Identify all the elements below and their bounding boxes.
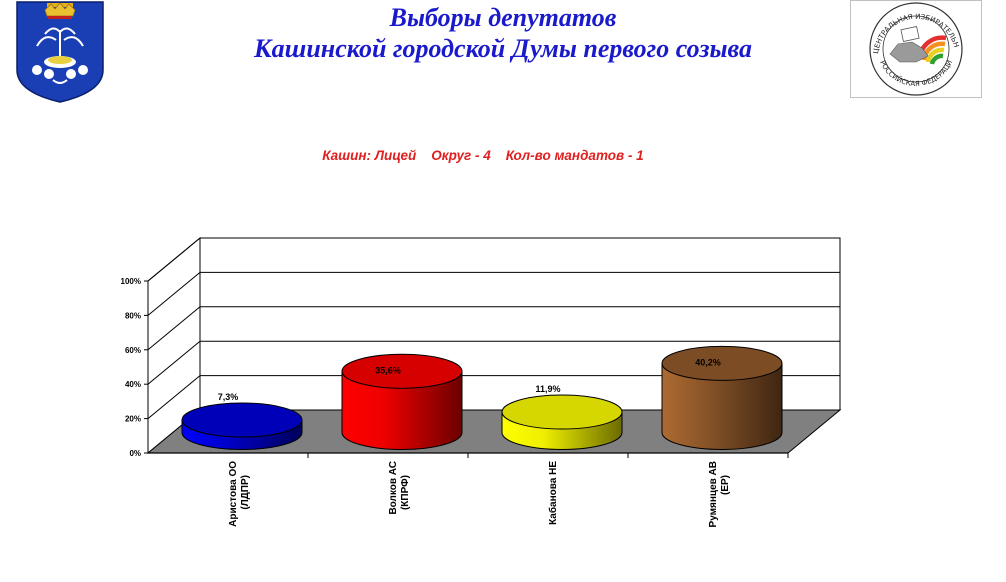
x-tick-label-line: (ЛДПР) xyxy=(240,475,251,510)
gridline xyxy=(147,340,201,385)
bar-1-body xyxy=(341,370,463,450)
x-tick-label-1: Волков АС(КПРФ) xyxy=(388,461,411,515)
y-tick-label: 100% xyxy=(121,277,141,286)
bar-3-value-label: 40,2% xyxy=(695,357,721,367)
y-tick-label: 80% xyxy=(125,311,141,320)
bar-0-value-label: 7,3% xyxy=(218,392,239,402)
y-tick-label: 40% xyxy=(125,380,141,389)
bar-1-value-label: 35,6% xyxy=(375,365,401,375)
bar-0-top xyxy=(181,402,303,438)
y-tick-label: 20% xyxy=(125,415,141,424)
x-tick-label-line: Кабанова НЕ xyxy=(547,461,559,525)
gridline xyxy=(147,375,201,419)
x-tick-label-line: Волков АС xyxy=(388,461,399,515)
y-tick-label: 60% xyxy=(125,346,141,355)
x-tick-label-line: (КПРФ) xyxy=(400,475,411,510)
x-tick-label-line: Аристова ОО xyxy=(228,461,239,527)
x-tick-label-0: Аристова ОО(ЛДПР) xyxy=(228,461,251,527)
x-tick-label-2: Кабанова НЕ xyxy=(547,461,559,525)
gridline xyxy=(147,306,201,351)
bar-2-top xyxy=(501,394,623,430)
bar-2-value-label: 11,9% xyxy=(535,384,560,394)
gridline xyxy=(147,272,201,316)
gridline xyxy=(147,237,201,282)
chart-subtitle: Кашин: Лицей Округ - 4 Кол-во мандатов -… xyxy=(322,148,644,163)
election-commission-seal-logo: ЦЕНТРАЛЬНАЯ ИЗБИРАТЕЛЬНАЯ КОМИССИЯ РОССИ… xyxy=(850,0,982,98)
x-tick-label-line: Румянцев АВ xyxy=(708,461,719,527)
x-tick-label-3: Румянцев АВ(ЕР) xyxy=(708,461,731,527)
title: Выборы депутатов Кашинской городской Дум… xyxy=(0,2,1006,64)
bar-3-body xyxy=(661,362,783,450)
x-tick-label-line: (ЕР) xyxy=(720,475,731,495)
coat-of-arms-logo xyxy=(16,1,104,103)
title-line-1: Выборы депутатов xyxy=(389,3,617,32)
bar-3-top xyxy=(661,345,783,381)
title-line-2: Кашинской городской Думы первого созыва xyxy=(254,34,752,63)
bar-1-top xyxy=(341,353,463,389)
y-tick-label: 0% xyxy=(129,449,141,458)
